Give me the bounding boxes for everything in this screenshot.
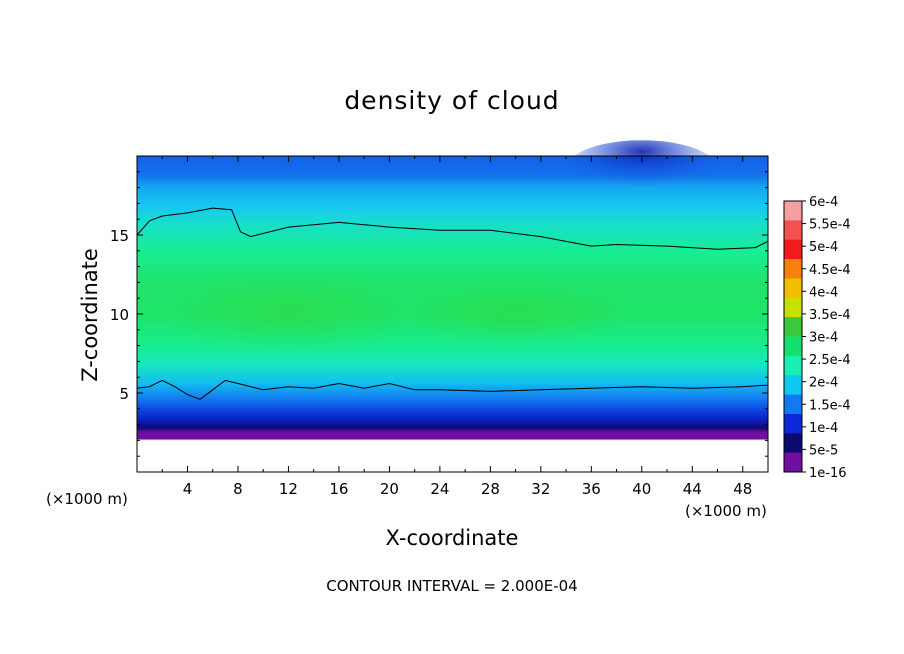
colorbar-label-10: 1e-4: [809, 421, 838, 436]
colorbar-swatch-0: [784, 201, 802, 221]
colorbar-label-8: 2e-4: [809, 376, 838, 391]
x-tick-label-48: 48: [733, 480, 752, 498]
x-axis-label: X-coordinate: [0, 526, 904, 550]
colorbar-label-0: 6e-4: [809, 195, 838, 210]
colorbar-label-3: 4.5e-4: [809, 263, 851, 278]
colorbar-label-6: 3e-4: [809, 331, 838, 346]
density-field: [137, 140, 768, 472]
colorbar-swatch-10: [784, 394, 802, 415]
y-tick-label-5: 5: [119, 385, 129, 403]
x-axis-label-text: X-coordinate: [385, 526, 519, 550]
y-tick-label-10: 10: [110, 306, 129, 324]
colorbar-swatch-2: [784, 239, 802, 260]
colorbar-swatch-13: [784, 452, 802, 473]
x-tick-label-4: 4: [183, 480, 193, 498]
colorbar: 6e-4 5.5e-4 5e-4 4.5e-4 4e-4 3.5e-4 3e-4 2.5e-4…: [783, 195, 851, 481]
x-tick-label-8: 8: [233, 480, 243, 498]
colorbar-label-11: 5e-5: [809, 443, 838, 458]
colorbar-swatch-5: [784, 297, 802, 318]
colorbar-swatch-4: [784, 278, 802, 299]
colorbar-label-5: 3.5e-4: [809, 308, 851, 323]
colorbar-label-4: 4e-4: [809, 285, 838, 300]
x-tick-label-32: 32: [531, 480, 550, 498]
field-top-minimum: [566, 140, 718, 198]
x-tick-label-16: 16: [329, 480, 348, 498]
x-tick-label-12: 12: [279, 480, 298, 498]
field-core-left: [162, 272, 415, 356]
x-tick-label-40: 40: [632, 480, 651, 498]
x-tick-label-36: 36: [582, 480, 601, 498]
colorbar-swatch-12: [784, 433, 802, 454]
colorbar-swatch-8: [784, 355, 802, 376]
colorbar-label-7: 2.5e-4: [809, 353, 851, 368]
colorbar-label-1: 5.5e-4: [809, 218, 851, 233]
y-tick-label-15: 15: [110, 227, 129, 245]
x-unit-left: (×1000 m): [46, 490, 128, 508]
chart-title: density of cloud: [344, 86, 560, 115]
colorbar-swatch-7: [784, 336, 802, 357]
colorbar-swatch-3: [784, 259, 802, 279]
x-tick-label-24: 24: [430, 480, 449, 498]
colorbar-label-12: 1e-16: [809, 466, 847, 481]
contour-line-1: [136, 207, 769, 250]
colorbar-swatch-6: [784, 317, 802, 337]
x-tick-label-20: 20: [380, 480, 399, 498]
colorbar-swatch-1: [784, 220, 802, 241]
contour-interval-note: CONTOUR INTERVAL = 2.000E-04: [326, 577, 578, 595]
x-tick-label-28: 28: [481, 480, 500, 498]
colorbar-swatch-11: [784, 413, 802, 434]
colorbar-swatch-9: [784, 375, 802, 396]
colorbar-label-9: 1.5e-4: [809, 398, 851, 413]
field-core-right: [402, 282, 630, 346]
x-unit-right: (×1000 m): [685, 502, 767, 520]
colorbar-label-2: 5e-4: [809, 240, 838, 255]
contour-line-2: [136, 379, 769, 400]
contour-lines: [136, 207, 769, 400]
x-tick-label-44: 44: [683, 480, 702, 498]
